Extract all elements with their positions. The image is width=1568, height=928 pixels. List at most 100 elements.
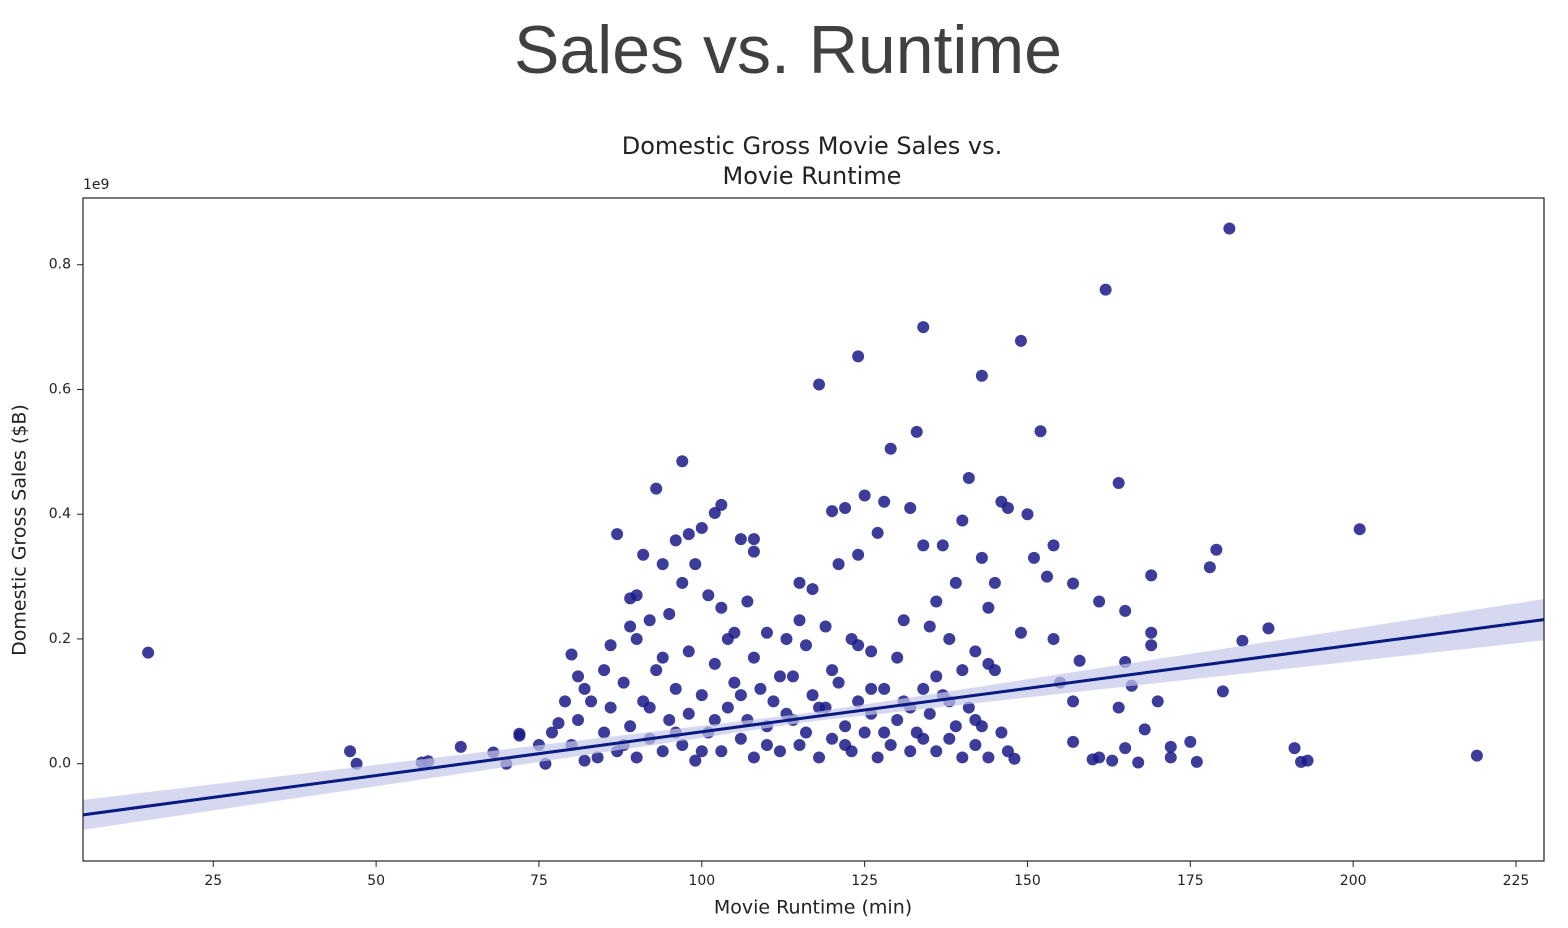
- scatter-point: [598, 664, 611, 677]
- scatter-point: [773, 745, 786, 758]
- scatter-point: [1216, 685, 1229, 698]
- scatter-point: [806, 583, 819, 596]
- scatter-point: [747, 545, 760, 558]
- scatter-point: [936, 539, 949, 552]
- scatter-point: [1067, 695, 1080, 708]
- scatter-point: [917, 539, 930, 552]
- regression-line: [83, 618, 1544, 817]
- scatter-point: [956, 664, 969, 677]
- scatter-point: [1138, 723, 1151, 736]
- scatter-point: [878, 495, 891, 508]
- scatter-point: [1190, 755, 1203, 768]
- scatter-point: [617, 676, 630, 689]
- scatter-point: [813, 701, 826, 714]
- x-tick-label: 75: [530, 873, 548, 889]
- scatter-point: [350, 757, 363, 770]
- scatter-point: [572, 714, 585, 727]
- scatter-point: [1047, 632, 1060, 645]
- scatter-point: [930, 745, 943, 758]
- scatter-point: [813, 751, 826, 764]
- scatter-point: [832, 676, 845, 689]
- scatter-point: [839, 501, 852, 514]
- scatter-point: [1236, 634, 1249, 647]
- scatter-point: [800, 726, 813, 739]
- scatter-point: [793, 614, 806, 627]
- scatter-point: [669, 534, 682, 547]
- scatter-point: [858, 489, 871, 502]
- scatter-point: [865, 682, 878, 695]
- scatter-point: [650, 664, 663, 677]
- scatter-point: [747, 751, 760, 764]
- scatter-point: [1106, 754, 1119, 767]
- scatter-point: [962, 701, 975, 714]
- scatter-point: [708, 657, 721, 670]
- x-axis-label: Movie Runtime (min): [714, 897, 912, 919]
- scatter-point: [1112, 701, 1125, 714]
- scatter-point: [545, 726, 558, 739]
- scatter-point: [695, 745, 708, 758]
- scatter-point: [793, 738, 806, 751]
- scatter-point: [1132, 756, 1145, 769]
- scatter-point: [695, 689, 708, 702]
- scatter-point: [800, 639, 813, 652]
- plot-area: [83, 222, 1544, 830]
- scatter-point: [1047, 539, 1060, 552]
- scatter-point: [865, 645, 878, 658]
- scatter-point: [650, 482, 663, 495]
- scatter-point: [1021, 508, 1034, 521]
- scatter-point: [949, 720, 962, 733]
- scatter-point: [1093, 595, 1106, 608]
- scatter-point: [826, 664, 839, 677]
- scatter-point: [773, 670, 786, 683]
- scatter-point: [1288, 742, 1301, 755]
- scatter-point: [656, 558, 669, 571]
- scatter-point: [734, 533, 747, 546]
- scatter-point: [754, 682, 767, 695]
- scatter-point: [1073, 654, 1086, 667]
- y-tick-label: 0.4: [49, 506, 71, 522]
- scatter-point: [1014, 334, 1027, 347]
- scatter-point: [715, 745, 728, 758]
- confidence-band: [83, 599, 1544, 830]
- scatter-point: [630, 751, 643, 764]
- scatter-point: [734, 732, 747, 745]
- scatter-point: [878, 682, 891, 695]
- scatter-point: [1184, 735, 1197, 748]
- scatter-point: [988, 576, 1001, 589]
- scatter-point: [969, 645, 982, 658]
- scatter-point: [656, 651, 669, 664]
- y-axis-label: Domestic Gross Sales ($B): [9, 404, 31, 656]
- scatter-point: [1164, 751, 1177, 764]
- scatter-point: [598, 726, 611, 739]
- scatter-point: [734, 689, 747, 702]
- scatter-point: [923, 707, 936, 720]
- scatter-point: [943, 632, 956, 645]
- scatter-point: [975, 551, 988, 564]
- scatter-point: [715, 498, 728, 511]
- scatter-point: [1014, 626, 1027, 639]
- scatter-point: [1151, 695, 1164, 708]
- scatter-point: [852, 695, 865, 708]
- scatter-point: [676, 576, 689, 589]
- scatter-point: [1041, 570, 1054, 583]
- scatter-point: [702, 589, 715, 602]
- scatter-point: [344, 745, 357, 758]
- scatter-point: [1470, 749, 1483, 762]
- scatter-point: [663, 714, 676, 727]
- scatter-point: [630, 632, 643, 645]
- scatter-point: [995, 495, 1008, 508]
- scatter-point: [1067, 577, 1080, 590]
- y-tick-label: 0.2: [49, 631, 71, 647]
- scatter-point: [611, 528, 624, 541]
- scatter-point: [728, 676, 741, 689]
- scatter-point: [930, 670, 943, 683]
- scatter-point: [656, 745, 669, 758]
- scatter-point: [1353, 523, 1366, 536]
- scatter-point: [1086, 753, 1099, 766]
- scatter-point: [1034, 425, 1047, 438]
- scatter-point: [962, 472, 975, 485]
- scatter-point: [826, 732, 839, 745]
- scatter-point: [637, 548, 650, 561]
- scatter-point: [878, 726, 891, 739]
- scatter-point: [1223, 222, 1236, 235]
